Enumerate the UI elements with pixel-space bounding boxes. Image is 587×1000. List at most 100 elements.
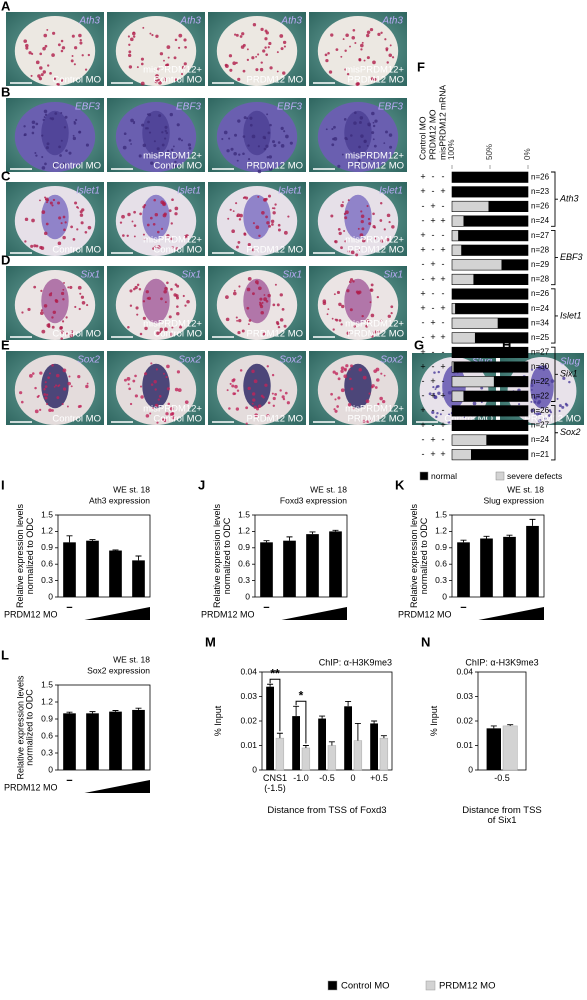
stain-dot [181,65,186,70]
stain-dot [134,285,138,290]
stain-dot [263,137,267,140]
stain-dot [236,214,239,218]
stain-dot [327,51,330,55]
stain-dot [369,301,372,304]
stain-dot [371,131,375,135]
stain-dot [366,144,369,147]
stain-dot [264,383,268,387]
stain-dot [556,397,559,400]
stain-dot [391,225,395,229]
stain-dot [154,79,159,84]
stain-dot [53,77,57,81]
error-bar [506,534,513,537]
error-bar [302,745,309,748]
stain-dot [166,149,170,153]
y-axis-label: Relative expression levels normalized to… [213,503,232,609]
y-tick-label: 0.01 [456,740,473,750]
sign: + [430,201,435,211]
condition-label: PRDM12 MO [348,75,404,86]
stain-dot [46,393,49,396]
stain-dot [180,139,183,142]
stain-dot [433,395,437,399]
stain-dot [70,59,74,63]
stain-dot [39,371,43,375]
stain-dot [134,374,137,378]
stain-dot [350,250,355,255]
sign: + [430,376,435,386]
condition-label: misPRDM12+ [143,404,202,415]
bar-outline [451,405,529,417]
stain-dot [135,306,139,310]
significance-label: * [299,688,304,702]
stain-dot [145,414,150,418]
stain-dot [276,51,279,54]
condition-label: Control MO [444,414,493,425]
stain-dot [233,151,237,156]
stain-dot [62,235,66,240]
stain-dot [175,155,179,159]
stain-dot [266,155,270,159]
stain-dot [54,112,58,115]
stain-dot [340,323,343,326]
stain-dot [156,421,159,424]
stain-dot [31,218,35,223]
stain-dot [44,44,48,48]
stain-dot [163,289,167,294]
stain-dot [174,160,177,164]
stain-dot [362,419,366,423]
stain-dot [239,369,243,372]
stain-dot [333,125,336,129]
stain-dot [160,297,163,301]
stain-dot [363,139,367,144]
x-axis-label: Distance from TSS of Six1 [462,806,542,826]
stain-dot [44,113,48,117]
legend-swatch [425,980,436,991]
stain-dot [166,45,171,49]
error-bar [135,707,142,710]
stain-dot [77,207,80,209]
stain-dot [285,134,289,139]
stain-dot [276,303,280,307]
stain-dot [123,378,127,382]
stain-dot [166,281,169,285]
stain-dot [150,362,153,365]
gene-label: Islet1 [76,186,100,197]
bar-outline [451,376,529,388]
stain-dot [262,332,266,336]
stain-dot [435,385,439,388]
stain-dot [34,151,37,154]
sign: + [440,361,445,371]
stain-dot [43,393,47,396]
chart-title: ChIP: α-H3K9me3 [465,657,538,667]
stain-dot [63,126,67,129]
stain-dot [127,53,132,58]
stain-dot [74,305,77,309]
stain [344,363,372,409]
stain-dot [241,32,245,36]
stain-dot [40,309,44,312]
stain-dot [51,364,54,367]
stain-dot [150,161,154,165]
stain-dot [380,31,383,34]
stain [142,278,170,324]
stain-dot [156,230,160,234]
bar-outline [451,346,529,359]
stain-dot [235,316,238,319]
bar [109,550,122,597]
stain-dot [63,281,65,284]
stain-dot [534,396,538,400]
stain-dot [245,422,248,425]
stain-dot [62,162,66,166]
gene-label: Ath3 [78,16,100,27]
bar-segment [452,215,464,227]
stain-dot [69,285,73,289]
stain-dot [266,365,269,368]
stain-dot [349,45,351,48]
sign: - [442,318,445,328]
error-bar [267,683,274,687]
stain-dot [52,310,57,315]
stain-dot [133,210,136,214]
stain-dot [147,113,152,117]
stain-dot [243,232,246,235]
stain-dot [172,145,175,148]
